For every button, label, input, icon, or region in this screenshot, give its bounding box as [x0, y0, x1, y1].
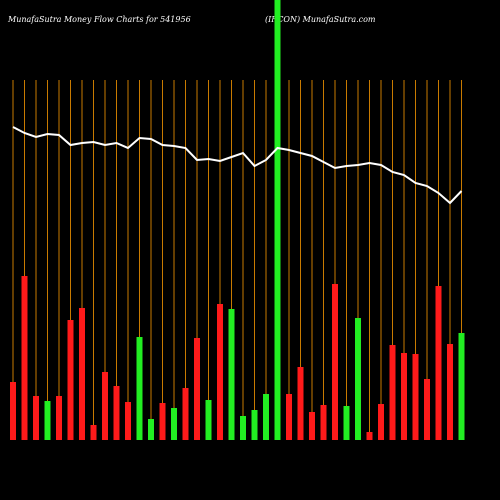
bar	[228, 309, 235, 440]
bar	[194, 338, 200, 440]
bar	[401, 353, 407, 440]
bar	[125, 402, 131, 440]
flow-line	[12, 126, 463, 205]
chart-subtitle: (IRCON) MunafaSutra.com	[265, 15, 376, 24]
bar	[79, 308, 85, 440]
bar	[21, 276, 28, 440]
bar	[458, 333, 465, 440]
bar	[240, 416, 246, 440]
bar	[286, 394, 292, 440]
bar	[205, 400, 212, 440]
bar	[56, 396, 62, 440]
bar	[182, 388, 189, 440]
bar	[263, 394, 269, 440]
bar	[10, 382, 16, 440]
bar	[171, 408, 177, 440]
bar	[44, 401, 51, 440]
bar	[251, 410, 258, 440]
bar	[113, 386, 120, 440]
bar	[412, 354, 419, 440]
bar	[343, 406, 350, 440]
bar	[159, 403, 166, 440]
bar	[378, 404, 384, 440]
bar	[447, 344, 453, 440]
bar	[217, 304, 223, 440]
bar	[90, 425, 97, 440]
bar	[297, 367, 304, 440]
bar	[274, 0, 281, 440]
bar	[389, 345, 396, 440]
bar	[148, 419, 154, 440]
bar	[102, 372, 108, 440]
bar	[33, 396, 39, 440]
chart-title: MunafaSutra Money Flow Charts for 541956	[7, 15, 191, 24]
bar	[67, 320, 74, 440]
bar	[320, 405, 327, 440]
bar	[309, 412, 315, 440]
bar	[355, 318, 361, 440]
bar	[136, 337, 143, 440]
bar	[332, 284, 338, 440]
bar	[435, 286, 442, 440]
bar	[366, 432, 373, 440]
bar	[424, 379, 430, 440]
